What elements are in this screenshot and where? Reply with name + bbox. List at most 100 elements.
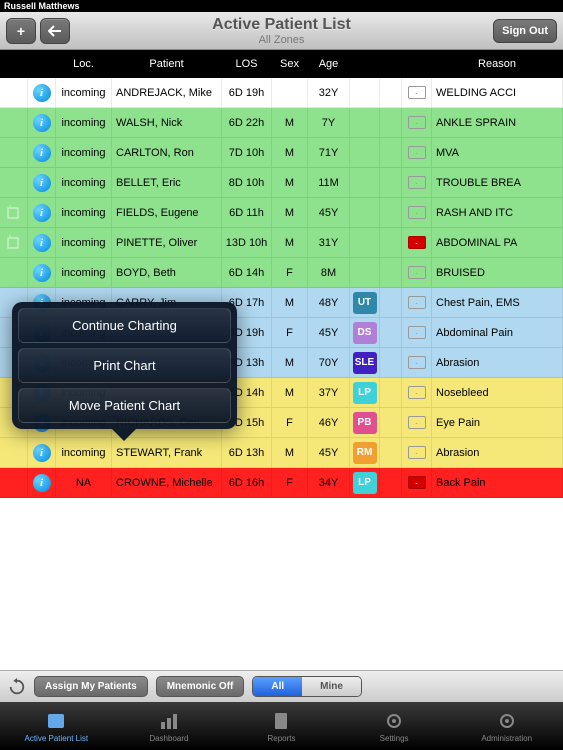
- tab-active-patient-list[interactable]: Active Patient List: [0, 702, 113, 750]
- info-icon[interactable]: i: [33, 234, 51, 252]
- cell-age: 48Y: [308, 288, 350, 317]
- cell-reason: ANKLE SPRAIN: [432, 108, 563, 137]
- context-popover: Continue Charting Print Chart Move Patie…: [12, 302, 237, 429]
- envelope-icon[interactable]: [408, 206, 426, 219]
- table-row[interactable]: iincomingSTEWART, Frank6D 13hM45YRMAbras…: [0, 438, 563, 468]
- add-button[interactable]: +: [6, 18, 36, 44]
- mnemonic-button[interactable]: Mnemonic Off: [156, 676, 245, 697]
- cell-sex: M: [272, 138, 308, 167]
- popover-continue-charting[interactable]: Continue Charting: [18, 308, 231, 343]
- table-row[interactable]: iincomingPINETTE, Oliver13D 10hM31YABDOM…: [0, 228, 563, 258]
- patient-rows: iincomingANDREJACK, Mike6D 19h32YWELDING…: [0, 78, 563, 498]
- cell-sex: M: [272, 228, 308, 257]
- cell-sex: M: [272, 348, 308, 377]
- cell-los: 6D 11h: [222, 198, 272, 227]
- cell-los: 6D 19h: [222, 78, 272, 107]
- table-row[interactable]: iincomingWALSH, Nick6D 22hM7YANKLE SPRAI…: [0, 108, 563, 138]
- cell-age: 37Y: [308, 378, 350, 407]
- envelope-icon[interactable]: [408, 86, 426, 99]
- cell-age: 31Y: [308, 228, 350, 257]
- back-button[interactable]: [40, 18, 70, 44]
- cell-sex: M: [272, 378, 308, 407]
- info-icon[interactable]: i: [33, 84, 51, 102]
- info-icon[interactable]: i: [33, 144, 51, 162]
- cell-patient: CROWNE, Michelle: [112, 468, 222, 497]
- table-row[interactable]: iincomingBOYD, Beth6D 14hF8MBRUISED: [0, 258, 563, 288]
- tab-settings[interactable]: Settings: [338, 702, 451, 750]
- doc-icon: [270, 710, 292, 732]
- cell-loc: incoming: [56, 258, 112, 287]
- status-bar: Russell Matthews: [0, 0, 563, 12]
- envelope-icon[interactable]: [408, 356, 426, 369]
- tab-label: Reports: [267, 734, 295, 743]
- cell-loc: incoming: [56, 168, 112, 197]
- info-icon[interactable]: i: [33, 114, 51, 132]
- col-patient: Patient: [112, 58, 222, 70]
- popover-print-chart[interactable]: Print Chart: [18, 348, 231, 383]
- table-row[interactable]: iincomingANDREJACK, Mike6D 19h32YWELDING…: [0, 78, 563, 108]
- tab-reports[interactable]: Reports: [225, 702, 338, 750]
- info-icon[interactable]: i: [33, 174, 51, 192]
- cell-age: 34Y: [308, 468, 350, 497]
- toolbar: Assign My Patients Mnemonic Off All Mine: [0, 670, 563, 702]
- tab-label: Administration: [481, 734, 532, 743]
- seg-mine[interactable]: Mine: [302, 677, 361, 696]
- cell-patient: BELLET, Eric: [112, 168, 222, 197]
- cell-los: 7D 10h: [222, 138, 272, 167]
- tab-administration[interactable]: Administration: [450, 702, 563, 750]
- cell-sex: [272, 78, 308, 107]
- refresh-icon[interactable]: [8, 678, 26, 696]
- cell-los: 13D 10h: [222, 228, 272, 257]
- cell-sex: M: [272, 288, 308, 317]
- table-row[interactable]: iincomingFIELDS, Eugene6D 11hM45YRASH AN…: [0, 198, 563, 228]
- tab-bar: Active Patient List Dashboard Reports Setti…: [0, 702, 563, 750]
- envelope-icon[interactable]: [408, 266, 426, 279]
- table-row[interactable]: iincomingCARLTON, Ron7D 10hM71YMVA: [0, 138, 563, 168]
- cell-age: 46Y: [308, 408, 350, 437]
- cell-patient: ANDREJACK, Mike: [112, 78, 222, 107]
- cell-loc: incoming: [56, 108, 112, 137]
- envelope-icon[interactable]: [408, 296, 426, 309]
- flag-icon: [6, 235, 22, 251]
- table-header: Loc. Patient LOS Sex Age Reason: [0, 50, 563, 78]
- envelope-icon[interactable]: [408, 146, 426, 159]
- cell-los: 6D 22h: [222, 108, 272, 137]
- envelope-icon[interactable]: [408, 326, 426, 339]
- cell-los: 8D 10h: [222, 168, 272, 197]
- cell-patient: FIELDS, Eugene: [112, 198, 222, 227]
- info-icon[interactable]: i: [33, 264, 51, 282]
- gear-icon: [383, 710, 405, 732]
- envelope-icon[interactable]: [408, 116, 426, 129]
- info-icon[interactable]: i: [33, 444, 51, 462]
- envelope-icon[interactable]: [408, 176, 426, 189]
- col-loc: Loc.: [56, 58, 112, 70]
- cell-age: 32Y: [308, 78, 350, 107]
- cell-age: 45Y: [308, 318, 350, 347]
- popover-move-chart[interactable]: Move Patient Chart: [18, 388, 231, 423]
- cell-reason: RASH AND ITC: [432, 198, 563, 227]
- table-row[interactable]: iNACROWNE, Michelle6D 16hF34YLPBack Pain: [0, 468, 563, 498]
- envelope-icon[interactable]: [408, 386, 426, 399]
- table-row[interactable]: iincomingBELLET, Eric8D 10hM11MTROUBLE B…: [0, 168, 563, 198]
- provider-badge: DS: [353, 322, 377, 344]
- cell-sex: F: [272, 468, 308, 497]
- envelope-icon[interactable]: [408, 416, 426, 429]
- envelope-icon[interactable]: [408, 476, 426, 489]
- cell-reason: Abrasion: [432, 348, 563, 377]
- cell-sex: F: [272, 258, 308, 287]
- cell-loc: incoming: [56, 198, 112, 227]
- cell-patient: STEWART, Frank: [112, 438, 222, 467]
- cell-age: 45Y: [308, 438, 350, 467]
- tab-dashboard[interactable]: Dashboard: [113, 702, 226, 750]
- assign-patients-button[interactable]: Assign My Patients: [34, 676, 148, 697]
- col-los: LOS: [222, 58, 272, 70]
- envelope-icon[interactable]: [408, 236, 426, 249]
- cell-age: 70Y: [308, 348, 350, 377]
- cell-loc: incoming: [56, 438, 112, 467]
- info-icon[interactable]: i: [33, 204, 51, 222]
- signout-button[interactable]: Sign Out: [493, 19, 557, 43]
- envelope-icon[interactable]: [408, 446, 426, 459]
- tab-label: Dashboard: [149, 734, 188, 743]
- info-icon[interactable]: i: [33, 474, 51, 492]
- seg-all[interactable]: All: [253, 677, 302, 696]
